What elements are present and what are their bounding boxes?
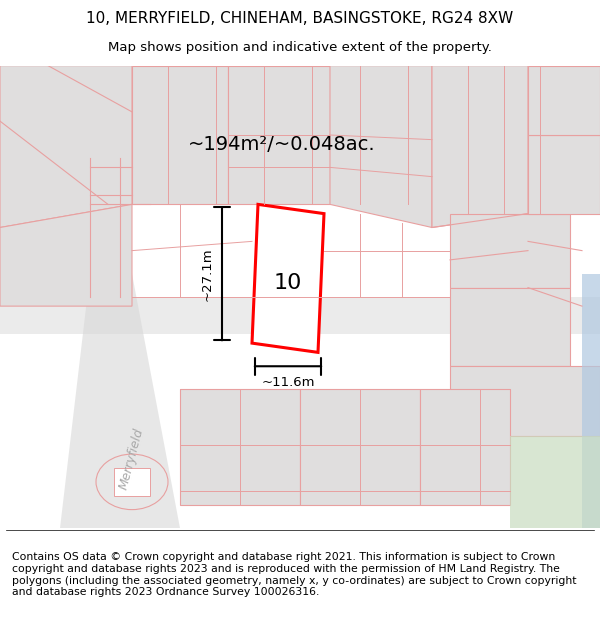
Text: ~27.1m: ~27.1m — [200, 247, 214, 301]
Text: Contains OS data © Crown copyright and database right 2021. This information is : Contains OS data © Crown copyright and d… — [12, 552, 577, 597]
Polygon shape — [132, 66, 228, 204]
Polygon shape — [450, 366, 600, 436]
Text: 10: 10 — [274, 273, 302, 293]
Polygon shape — [228, 66, 330, 204]
Polygon shape — [0, 297, 600, 334]
Polygon shape — [60, 274, 180, 528]
Polygon shape — [0, 204, 132, 306]
Text: Merryfield: Merryfield — [118, 427, 146, 491]
Polygon shape — [330, 66, 432, 228]
Polygon shape — [582, 274, 600, 528]
Polygon shape — [450, 288, 570, 366]
Text: ~11.6m: ~11.6m — [261, 376, 315, 389]
Text: ~194m²/~0.048ac.: ~194m²/~0.048ac. — [188, 135, 376, 154]
Polygon shape — [420, 389, 510, 505]
Bar — [114, 468, 150, 496]
Polygon shape — [528, 135, 600, 214]
Polygon shape — [450, 214, 570, 288]
Polygon shape — [432, 66, 528, 228]
Polygon shape — [510, 436, 600, 528]
Text: 10, MERRYFIELD, CHINEHAM, BASINGSTOKE, RG24 8XW: 10, MERRYFIELD, CHINEHAM, BASINGSTOKE, R… — [86, 11, 514, 26]
Polygon shape — [180, 389, 300, 505]
Polygon shape — [252, 204, 324, 352]
Text: Map shows position and indicative extent of the property.: Map shows position and indicative extent… — [108, 41, 492, 54]
Polygon shape — [300, 389, 420, 505]
Polygon shape — [528, 66, 600, 135]
Polygon shape — [0, 66, 132, 228]
